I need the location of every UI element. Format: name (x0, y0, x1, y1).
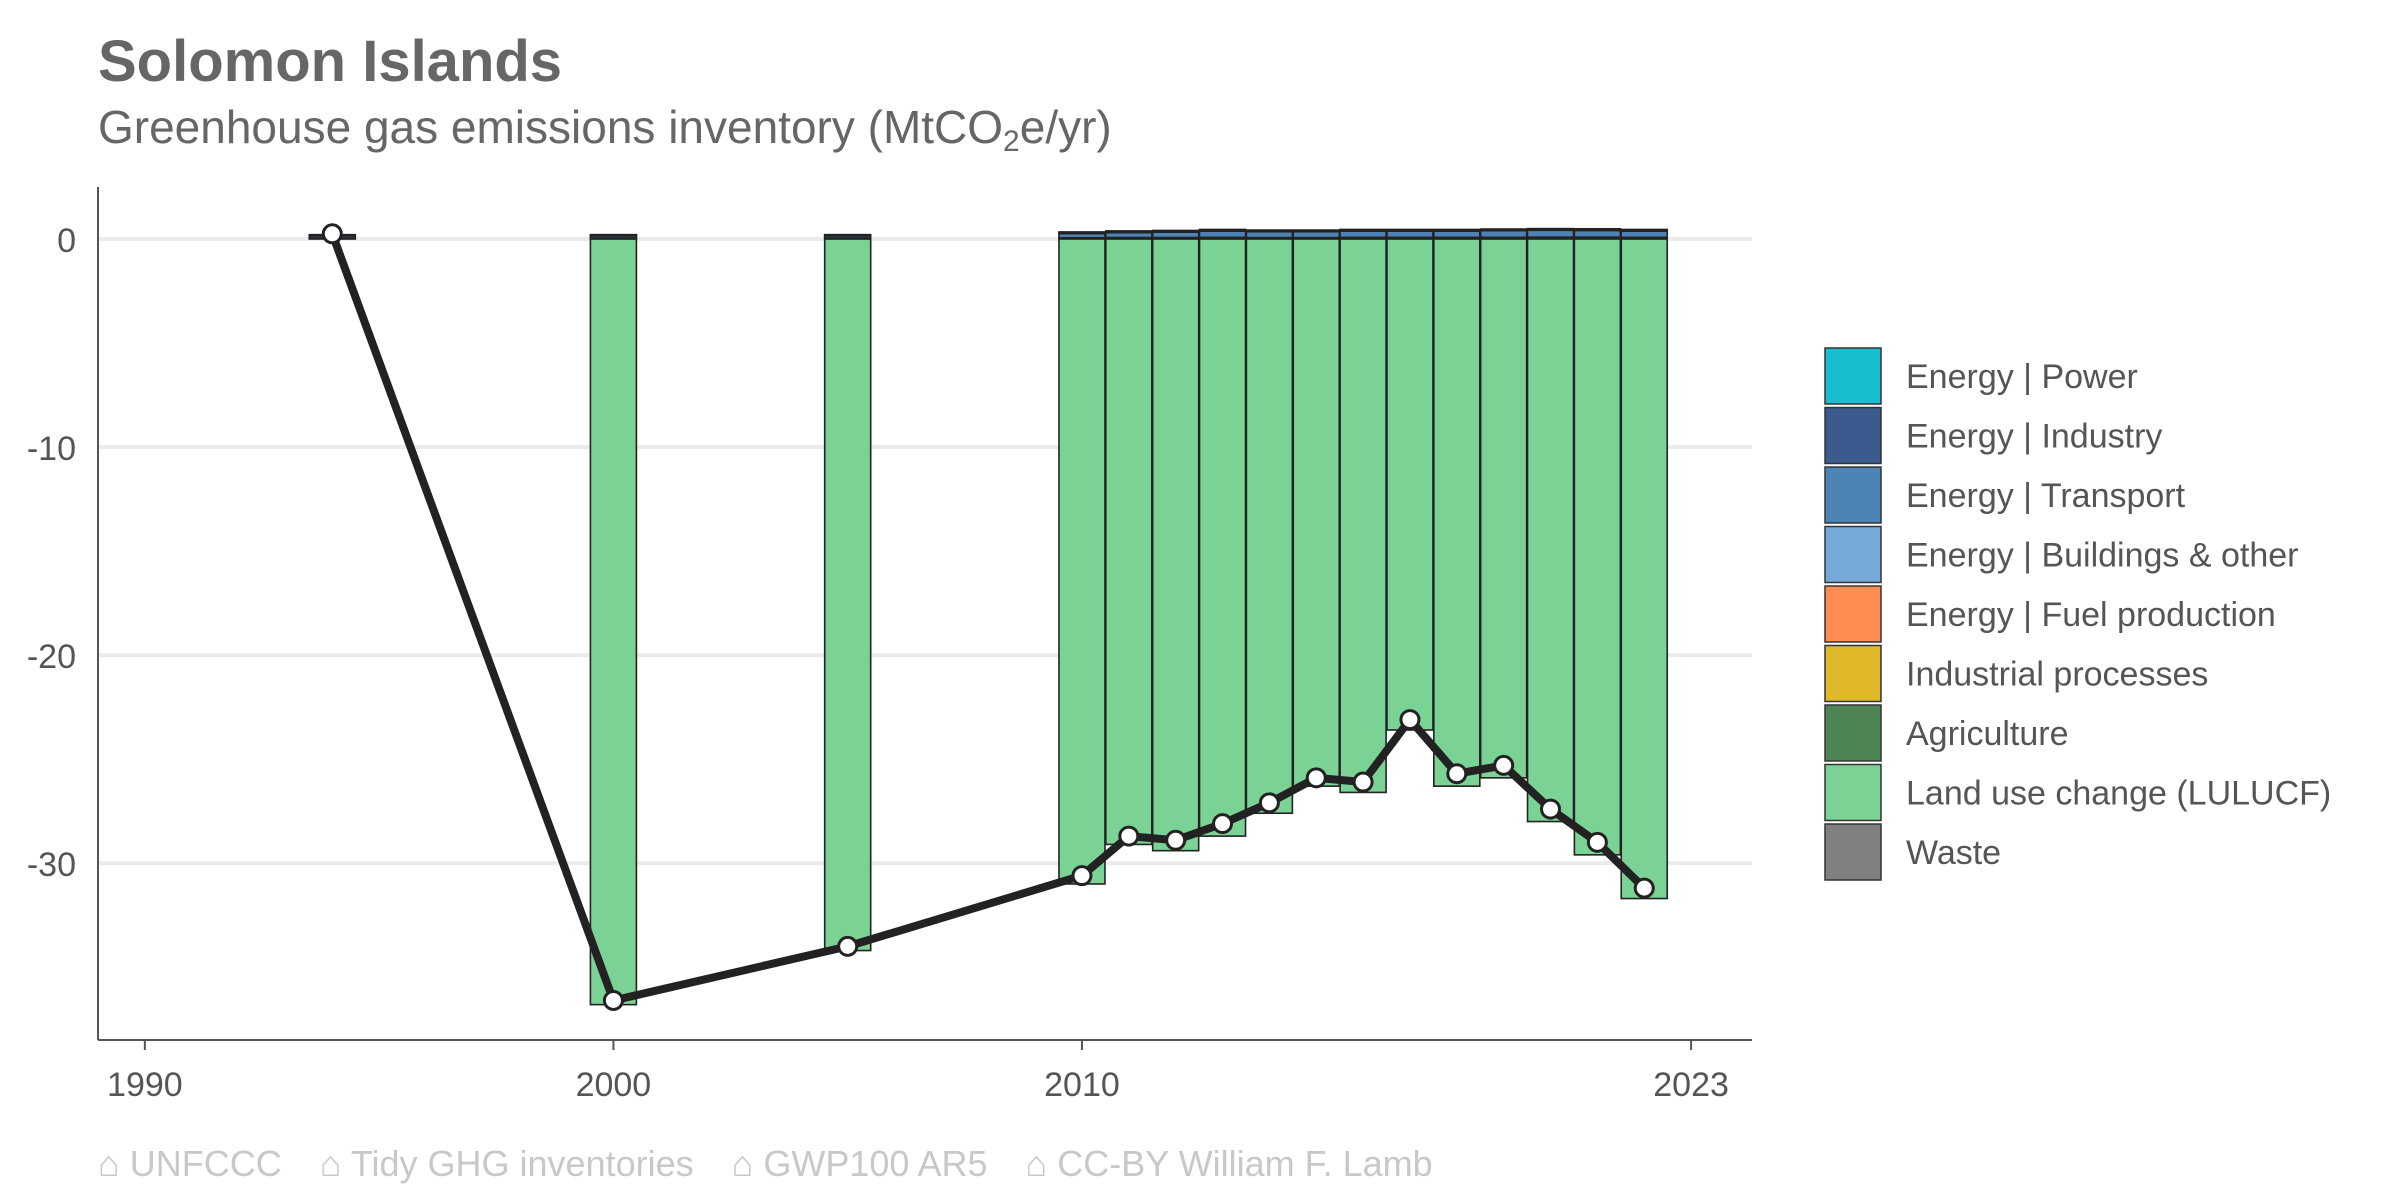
legend-label: Energy | Buildings & other (1906, 537, 2299, 575)
bar-segment (1620, 238, 1669, 900)
net-total-point (1540, 798, 1562, 820)
footer-license: ⌂ CC-BY William F. Lamb (1025, 1143, 1433, 1184)
net-total-point (1305, 767, 1327, 789)
x-tick-label: 2023 (1653, 1066, 1729, 1104)
bar-segment (1058, 231, 1106, 234)
legend-label: Energy | Industry (1906, 418, 2162, 456)
footer-metric: ⌂ GWP100 AR5 (731, 1143, 988, 1184)
net-total-point (1352, 771, 1374, 793)
bar-segment (1151, 231, 1200, 239)
bar-segment (1526, 229, 1575, 238)
footer-source-unfccc: ⌂ UNFCCC (98, 1143, 282, 1184)
bar-segment (1526, 238, 1575, 823)
legend-label: Energy | Transport (1906, 477, 2186, 515)
net-total-point (1071, 865, 1093, 887)
bar-segment (1198, 230, 1247, 239)
bar-segment (1058, 238, 1106, 885)
legend-swatch (1824, 525, 1882, 584)
bar-segment (1573, 229, 1622, 238)
net-total-point (1399, 709, 1421, 731)
legend-swatch (1824, 347, 1882, 405)
bar-segment (1245, 238, 1294, 815)
footer-credits: ⌂ UNFCCC ⌂ Tidy GHG inventories ⌂ GWP100… (98, 1143, 1461, 1185)
net-total-line (328, 232, 1648, 1005)
bar-segment (1479, 228, 1528, 231)
bar-segment (1386, 228, 1434, 231)
bar-segment (1151, 229, 1200, 232)
x-tick-label: 2010 (1044, 1066, 1120, 1104)
bar-segment (1245, 229, 1294, 232)
bar-segment (1198, 228, 1247, 231)
x-tick-label: 1990 (107, 1066, 183, 1104)
net-total-point (1446, 763, 1468, 785)
legend-label: Waste (1906, 834, 2001, 872)
bar-segment (1105, 230, 1153, 233)
net-total-point (1493, 754, 1515, 776)
net-total-point (1633, 877, 1655, 899)
bar-segment (589, 238, 638, 1006)
bar-segment (1433, 228, 1481, 231)
y-tick-label: -10 (27, 430, 76, 468)
bar-segment (1433, 238, 1481, 787)
legend-swatch (1824, 644, 1882, 703)
chart-title: Solomon Islands (98, 29, 563, 94)
net-total-point (837, 935, 859, 957)
y-tick-label: -20 (27, 638, 76, 676)
net-total-point (321, 223, 343, 245)
net-total-point (602, 989, 624, 1011)
bar-segment (589, 233, 638, 236)
legend-label: Land use change (LULUCF) (1906, 775, 2331, 813)
bar-segment (1105, 238, 1153, 846)
bar-segment (1433, 230, 1481, 239)
bar-segment (1386, 230, 1434, 239)
footer-source-tidy: ⌂ Tidy GHG inventories (319, 1143, 694, 1184)
bar-segment (1292, 238, 1341, 787)
legend-label: Industrial processes (1906, 656, 2208, 694)
net-total-point (1212, 813, 1234, 835)
bar-segment (1479, 238, 1528, 779)
legend-swatch (1824, 704, 1882, 762)
bar-segment (1620, 230, 1669, 239)
bar-segment (1198, 238, 1247, 837)
bar-segment (1292, 229, 1341, 232)
bar-segment (1386, 238, 1434, 731)
subtitle-subscript: 2 (1003, 125, 1020, 158)
legend-label: Agriculture (1906, 715, 2069, 753)
legend-swatch (1824, 406, 1882, 465)
net-total-point (1165, 829, 1187, 851)
y-tick-label: 0 (57, 222, 76, 260)
bar-segment (1479, 229, 1528, 239)
legend-label: Energy | Fuel production (1906, 596, 2276, 634)
bar-segment (1573, 238, 1622, 856)
bar-segment (1292, 230, 1341, 239)
net-line-layer (321, 223, 1655, 1011)
bar-segment (1573, 228, 1622, 231)
bar-segment (1151, 238, 1200, 852)
bar-segment (1339, 238, 1387, 794)
net-total-point (1118, 825, 1140, 847)
bar-segment (1245, 230, 1294, 239)
legend-label: Energy | Power (1906, 358, 2138, 396)
bar-segment (1620, 228, 1669, 231)
y-tick-label: -30 (27, 846, 76, 884)
x-tick-label: 2000 (576, 1066, 652, 1104)
net-total-point (1586, 831, 1608, 853)
emissions-chart: 0 -10 -20 -30 1990 2000 2010 2023 Energy | Powe… (27, 187, 2331, 1104)
subtitle-prefix: Greenhouse gas emissions inventory (MtCO (98, 101, 1004, 153)
legend: Energy | Power Energy | Industry Energy | … (1824, 347, 2331, 881)
legend-swatch (1824, 585, 1882, 643)
legend-swatch (1824, 466, 1882, 524)
bar-segment (1339, 230, 1387, 239)
legend-swatch (1824, 763, 1882, 822)
axis-layer: 0 -10 -20 -30 1990 2000 2010 2023 (27, 187, 1752, 1104)
bar-layer (308, 227, 1669, 1006)
bar-segment (823, 233, 872, 236)
bar-segment (1339, 228, 1387, 231)
bar-segment (1526, 227, 1575, 231)
bar-segment (823, 238, 872, 952)
net-total-point (1258, 792, 1280, 814)
chart-subtitle: Greenhouse gas emissions inventory (MtCO… (98, 100, 1112, 159)
subtitle-suffix: e/yr) (1019, 101, 1112, 153)
legend-swatch (1824, 823, 1882, 881)
